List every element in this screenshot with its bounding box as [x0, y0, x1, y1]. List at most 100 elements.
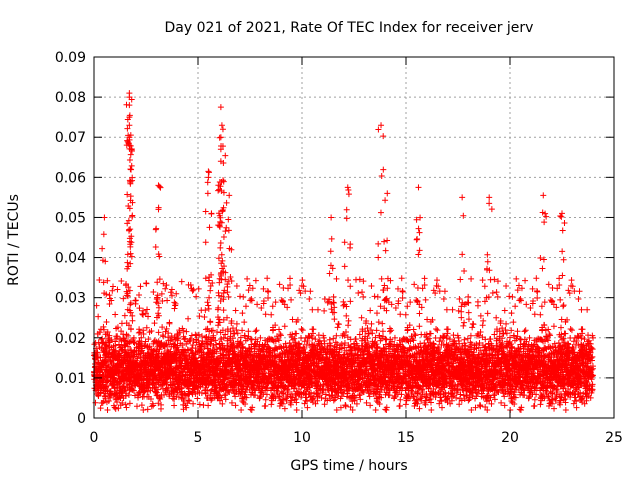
- data-point: [242, 303, 249, 310]
- data-point: [157, 396, 164, 403]
- data-point: [168, 292, 175, 299]
- data-point: [244, 275, 251, 282]
- data-point: [345, 277, 352, 284]
- data-point: [173, 290, 180, 297]
- data-point: [108, 336, 115, 343]
- data-point: [334, 324, 341, 331]
- data-point: [144, 388, 151, 395]
- data-point: [421, 275, 428, 282]
- data-point: [254, 301, 261, 308]
- data-point: [347, 298, 354, 305]
- data-point: [162, 285, 169, 292]
- data-point: [181, 398, 188, 405]
- data-point: [138, 334, 145, 341]
- data-point: [171, 299, 178, 306]
- data-point: [433, 277, 440, 284]
- data-point: [321, 401, 328, 408]
- data-point: [411, 281, 418, 288]
- data-point: [315, 332, 322, 339]
- data-point: [131, 339, 138, 346]
- data-point: [176, 327, 183, 334]
- data-point: [240, 293, 247, 300]
- data-point: [140, 406, 147, 413]
- data-point: [402, 401, 409, 408]
- data-point: [151, 320, 158, 327]
- data-point: [196, 313, 203, 320]
- data-point: [95, 313, 102, 320]
- data-point: [158, 290, 165, 297]
- data-point: [178, 278, 185, 285]
- data-point: [100, 326, 107, 333]
- data-point: [142, 310, 149, 317]
- data-point: [168, 286, 175, 293]
- data-point: [108, 297, 115, 304]
- data-point: [110, 283, 117, 290]
- data-point: [143, 280, 150, 287]
- data-point: [276, 326, 283, 333]
- data-point: [404, 303, 411, 310]
- data-point: [111, 348, 118, 355]
- data-point: [166, 319, 173, 326]
- data-point: [155, 304, 162, 311]
- data-point: [118, 277, 125, 284]
- data-point: [164, 375, 171, 382]
- data-point: [154, 386, 161, 393]
- data-point: [239, 310, 246, 317]
- data-point: [162, 328, 169, 335]
- data-point: [205, 402, 212, 409]
- data-point: [276, 281, 283, 288]
- data-point: [182, 335, 189, 342]
- data-point: [97, 405, 104, 412]
- data-point: [129, 386, 136, 393]
- data-point: [422, 296, 429, 303]
- data-point: [359, 289, 366, 296]
- data-point: [272, 299, 279, 306]
- data-point: [179, 342, 186, 349]
- data-point: [144, 306, 151, 313]
- data-point: [373, 310, 380, 317]
- data-point: [373, 327, 380, 334]
- data-point: [304, 404, 311, 411]
- data-point: [133, 403, 140, 410]
- data-point: [372, 406, 379, 413]
- data-point: [397, 311, 404, 318]
- data-point: [312, 336, 319, 343]
- data-point: [153, 389, 160, 396]
- data-point: [369, 330, 376, 337]
- data-point: [368, 282, 375, 289]
- data-point: [156, 395, 163, 402]
- data-point: [136, 329, 143, 336]
- data-point: [356, 331, 363, 338]
- data-point: [174, 344, 181, 351]
- data-point: [206, 294, 213, 301]
- data-point: [232, 307, 239, 314]
- data-point: [430, 287, 437, 294]
- data-point: [92, 399, 99, 406]
- data-point: [399, 295, 406, 302]
- data-point: [165, 330, 172, 337]
- data-point: [306, 295, 313, 302]
- data-point: [358, 314, 365, 321]
- data-point: [310, 326, 317, 333]
- data-point: [119, 399, 126, 406]
- data-point: [114, 324, 121, 331]
- data-point: [104, 406, 111, 413]
- data-point: [331, 316, 338, 323]
- data-point: [268, 311, 275, 318]
- data-point: [120, 295, 127, 302]
- data-point: [326, 336, 333, 343]
- data-point: [178, 394, 185, 401]
- data-point: [109, 287, 116, 294]
- data-point: [246, 282, 253, 289]
- data-point: [171, 305, 178, 312]
- data-point: [374, 293, 381, 300]
- data-point: [333, 275, 340, 282]
- data-point: [163, 282, 170, 289]
- data-point: [265, 288, 272, 295]
- data-point: [123, 404, 130, 411]
- data-point: [201, 313, 208, 320]
- data-point: [299, 277, 306, 284]
- data-point: [378, 275, 385, 282]
- data-point: [158, 382, 165, 389]
- data-point: [103, 382, 110, 389]
